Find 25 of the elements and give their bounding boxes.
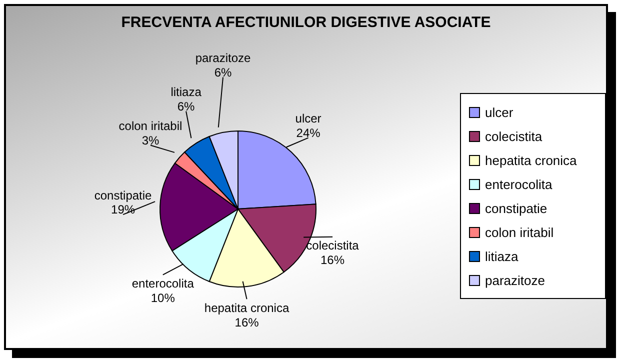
slice-label: hepatita cronica [204, 300, 290, 315]
chart-title: FRECVENTA AFECTIUNILOR DIGESTIVE ASOCIATE [120, 14, 492, 31]
slice-label: constipatie [94, 188, 152, 202]
slice-label: ulcer [295, 112, 322, 126]
data-label: 6% [177, 99, 196, 114]
slice-label: litiaza [170, 85, 202, 100]
slice-label: colon iritabil [118, 119, 182, 134]
slice-label: parazitoze [195, 51, 252, 66]
data-label: 16% [234, 315, 260, 330]
data-label: 19% [111, 202, 136, 217]
legend-label: constipatie [485, 200, 548, 216]
legend-label: parazitoze [485, 272, 545, 288]
legend-label: colon iritabil [485, 224, 554, 240]
data-label: 6% [214, 65, 232, 80]
legend-label: enterocolita [485, 176, 552, 192]
slice-label: enterocolita [132, 276, 194, 291]
data-label: 3% [142, 133, 160, 148]
legend-label: colecistita [485, 128, 542, 144]
data-label: 24% [296, 126, 321, 140]
legend-label: hepatita cronica [485, 152, 577, 168]
data-label: 10% [150, 290, 176, 305]
legend-label: litiaza [485, 248, 518, 264]
data-label: 16% [320, 253, 345, 268]
slice-label: colecistita [306, 238, 360, 253]
legend-label: ulcer [485, 104, 514, 120]
